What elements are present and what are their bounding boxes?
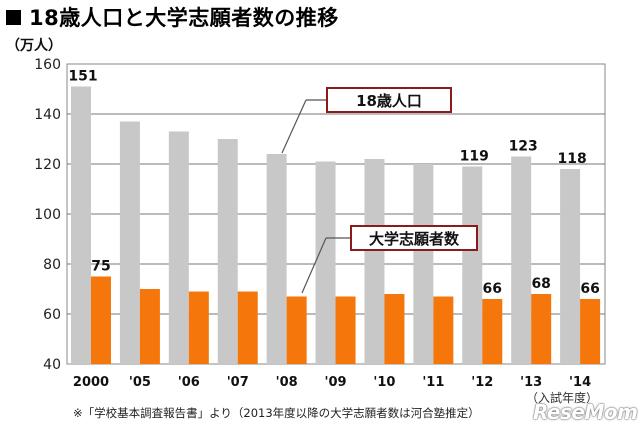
x-tick-label: '10: [373, 375, 395, 390]
bar-applicants: [139, 289, 160, 364]
footnote: ※「学校基本調査報告書」より（2013年度以降の大学志願者数は河合塾推定）: [73, 406, 480, 420]
watermark-logo: ReseMom: [533, 400, 638, 424]
bar-population: [462, 166, 483, 364]
bar-population: [217, 139, 238, 364]
data-label: 118: [557, 151, 586, 167]
bar-population: [266, 154, 287, 364]
y-tick-label: 60: [43, 307, 61, 323]
x-axis-title: （入試年度）: [526, 391, 599, 405]
bar-applicants: [482, 299, 503, 364]
bar-applicants: [91, 276, 111, 364]
x-tick-label: '11: [422, 375, 444, 390]
callout-box-population: [326, 87, 452, 113]
data-label: 119: [460, 149, 489, 165]
bar-population: [315, 161, 336, 364]
bar-applicants: [384, 294, 405, 364]
bar-applicants: [580, 299, 601, 364]
title-square-icon: [6, 9, 21, 25]
data-label: 68: [531, 276, 550, 292]
bar-applicants: [237, 291, 258, 364]
x-tick-label: '13: [520, 375, 542, 390]
x-tick-label: 2000: [73, 375, 109, 390]
bar-population: [364, 159, 385, 364]
callout-label-population: 18歳人口: [356, 92, 422, 110]
x-tick-label: '08: [276, 375, 298, 390]
x-tick-label: '14: [569, 375, 591, 390]
bar-population: [71, 86, 91, 364]
x-tick-label: '09: [325, 375, 347, 390]
callout-label-applicants: 大学志願者数: [369, 230, 460, 248]
callout-box-applicants: [350, 225, 478, 251]
bar-applicants: [188, 291, 209, 364]
bar-applicants: [531, 294, 552, 364]
bar-population: [511, 156, 532, 364]
bar-population: [413, 164, 434, 364]
callout-leader: [281, 99, 307, 154]
y-tick-label: 160: [34, 57, 61, 73]
bar-population: [119, 121, 140, 364]
x-tick-label: '06: [178, 375, 200, 390]
bar-applicants: [286, 296, 307, 364]
x-tick-label: '05: [129, 375, 151, 390]
y-tick-label: 120: [34, 157, 61, 173]
bar-population: [560, 169, 581, 364]
y-axis-unit: （万人）: [6, 38, 62, 54]
chart-title: 18歳人口と大学志願者数の推移: [29, 6, 339, 30]
x-tick-label: '07: [227, 375, 249, 390]
y-tick-label: 80: [43, 257, 61, 273]
y-tick-label: 140: [34, 107, 61, 123]
bar-applicants: [335, 296, 356, 364]
y-tick-label: 40: [43, 357, 61, 373]
y-tick-label: 100: [34, 207, 61, 223]
title-bar: 18歳人口と大学志願者数の推移: [6, 4, 339, 30]
data-label: 66: [483, 281, 502, 297]
data-label: 123: [509, 139, 538, 155]
data-label: 66: [580, 281, 599, 297]
bar-population: [168, 131, 189, 364]
callout-leader: [301, 237, 327, 294]
x-tick-label: '12: [471, 375, 493, 390]
data-label: 75: [91, 259, 110, 275]
bar-applicants: [433, 296, 454, 364]
data-label: 151: [68, 69, 97, 85]
